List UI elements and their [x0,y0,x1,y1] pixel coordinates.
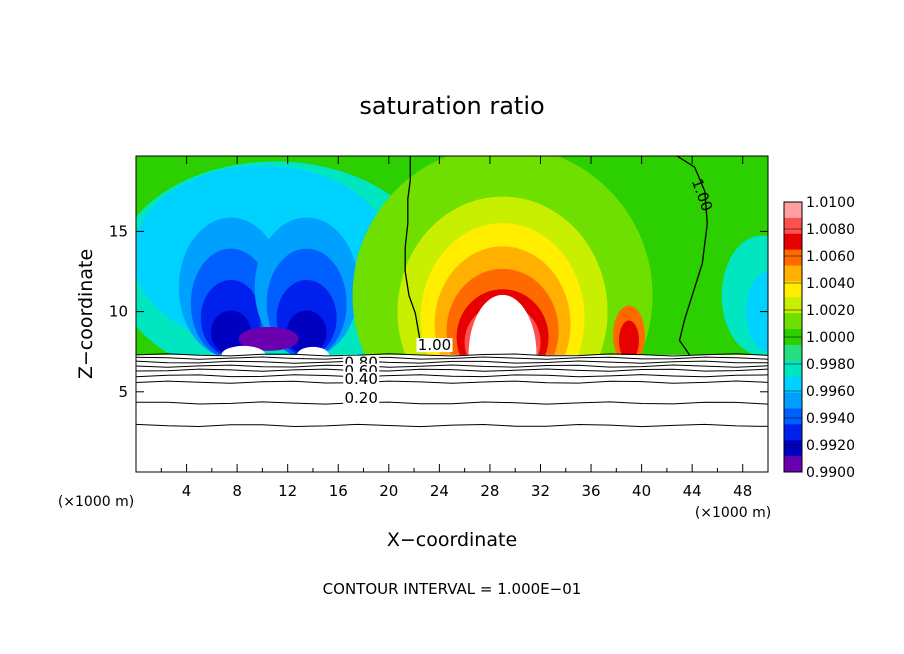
colorbar-swatch-5 [784,265,802,282]
x-tick-label-44: 44 [683,482,702,500]
colorbar-swatch-10 [784,344,802,362]
field-cyan-right [746,271,768,352]
contour-label-bg-6 [343,391,380,406]
chart-title: saturation ratio [359,92,544,120]
colorbar-swatch-8 [784,313,802,330]
colorbar-swatch-1 [784,202,802,219]
contour-label-5: 0.40 [344,370,377,388]
contour-level-line-3 [136,360,768,364]
x-tick-label-32: 32 [531,482,550,500]
contour-label-group: 1.001.000.800.600.400.20 [343,176,716,407]
colorbar-label-10: 0.9920 [806,438,855,454]
colorbar-label-7: 0.9980 [806,357,855,373]
x-tick-label-12: 12 [278,482,297,500]
colorbar-label-4: 1.0040 [806,276,855,292]
colorbar-swatch-12 [784,376,802,394]
x-tick-label-40: 40 [632,482,651,500]
plot-frame [135,155,769,473]
undefined-lower-layer [136,354,768,472]
contour-level-line-1 [136,353,768,357]
colorbar-swatch-6 [784,281,802,298]
colorbar-label-11: 0.9900 [806,465,855,481]
x-tick-label-36: 36 [581,482,600,500]
contour-level-line-9 [136,423,768,428]
colorbar-swatch-17 [784,456,802,473]
x-tick-label-20: 20 [379,482,398,500]
colorbar-swatch-13 [784,392,802,409]
dry-core-1-darkest [210,310,251,355]
contour-level-line-8 [136,401,768,405]
contour-label-bg-5 [343,371,380,386]
colorbar-label-1: 1.0100 [806,195,855,211]
contour-label-2: 1.00 [418,336,451,354]
colorbar: 1.0100 1.0080 1.0060 1.0040 1.0020 1.0000 0.99… [783,195,855,481]
colorbar-label-3: 1.0060 [806,249,855,265]
contour-label-bg-2 [416,338,453,353]
colorbar-swatch-4 [784,249,802,267]
x-tick-label-24: 24 [430,482,449,500]
colorbar-label-5: 1.0020 [806,303,855,319]
contour-line-2 [676,156,708,356]
colorbar-label-8: 0.9960 [806,384,855,400]
contour-line-1 [404,156,423,351]
colorbar-label-6: 1.0000 [806,330,855,346]
x-tick-label-48: 48 [733,482,752,500]
colorbar-swatch-11 [784,360,802,378]
contour-level-line-6 [136,374,768,378]
colorbar-swatch-14 [784,408,802,425]
x-axis-label: X−coordinate [387,529,517,551]
x-tick-label-4: 4 [182,482,192,500]
contour-interval-note: CONTOUR INTERVAL = 1.000E−01 [323,580,582,598]
colorbar-swatch-7 [784,297,802,314]
undefined-region [136,294,768,472]
dry-core-purple [238,326,299,351]
moist-secondary-core [618,320,639,361]
contour-level-line-5 [136,368,768,372]
colorbar-label-2: 1.0080 [806,222,855,238]
plot-area [136,156,768,472]
colorbar-swatch-3 [784,233,802,251]
colorbar-swatch-15 [784,424,802,441]
colorbar-label-9: 0.9940 [806,411,855,427]
contour-lines [136,156,768,428]
x-unit-left: (×1000 m) [58,494,134,510]
contour-level-line-2 [136,356,768,360]
contour-level-line-7 [136,380,768,384]
contour-label-6: 0.20 [344,389,377,407]
x-tick-label-16: 16 [329,482,348,500]
contour-level-line-4 [136,364,768,368]
colorbar-swatch-2 [784,217,802,235]
x-tick-label-28: 28 [480,482,499,500]
colorbar-swatch-16 [784,440,802,457]
x-unit-right: (×1000 m) [695,505,771,521]
y-axis-label: Z−coordinate [75,249,97,379]
y-tick-label-15: 15 [109,222,128,240]
y-tick-label-10: 10 [109,303,128,321]
dry-core-2-darkest [286,310,327,355]
y-tick-label-5: 5 [118,383,128,401]
x-tick-label-8: 8 [232,482,242,500]
undefined-moist-core [468,294,537,415]
